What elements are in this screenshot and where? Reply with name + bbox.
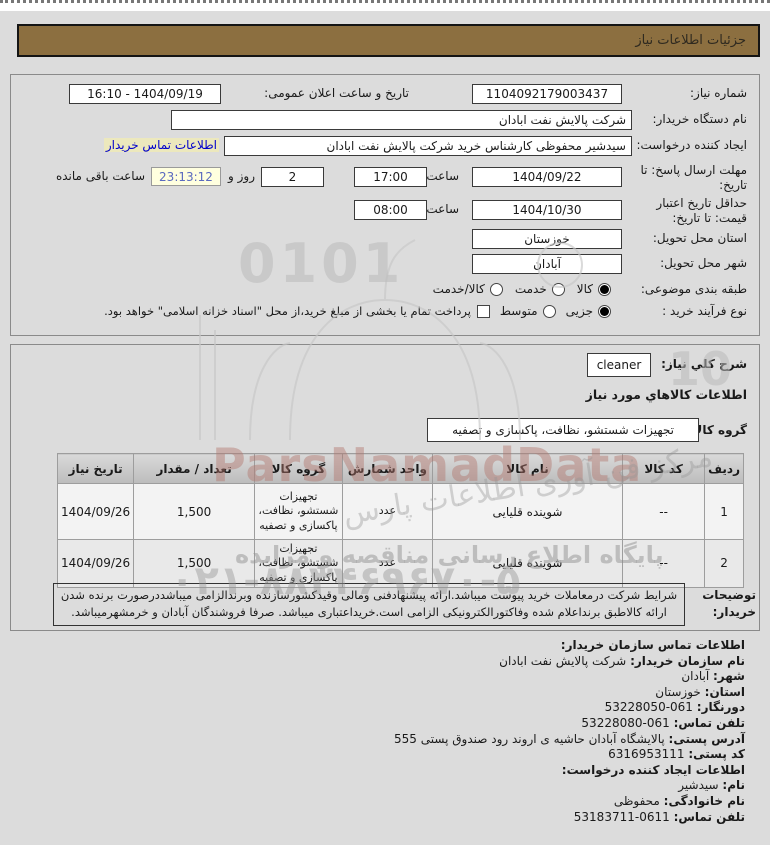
cell-code: -- — [622, 483, 706, 540]
contact-line-province: استان: خوزستان — [655, 684, 745, 699]
cell-group: تجهیزات شستشو، نظافت، پاکسازی و تصفیه — [253, 483, 343, 540]
contact-line-postal: کد پستی: 6316953111 — [608, 747, 745, 762]
delivery-province-field[interactable]: خوزستان — [472, 229, 622, 249]
items-table: ردیف کد کالا نام کالا واحد شمارش گروه کا… — [56, 453, 744, 588]
request-creator-label: ایجاد کننده درخواست: — [636, 138, 747, 152]
process-options: جزیی متوسط پرداخت تمام یا بخشی از مبلغ خ… — [27, 302, 611, 320]
days-and-label: روز و — [228, 169, 255, 183]
option-goods: کالا — [577, 282, 611, 296]
classification-label: طبقه بندی موضوعی: — [640, 282, 747, 296]
creator-contact-header: اطلاعات ایجاد کننده درخواست: — [561, 762, 745, 777]
cell-row: 1 — [704, 483, 744, 540]
col-date: تاریخ نیاز — [56, 453, 135, 484]
cell-name: شوینده قلیایی — [431, 539, 624, 588]
delivery-province-label: استان محل تحویل: — [652, 231, 747, 245]
goods-radio[interactable] — [598, 282, 611, 296]
table-row: 2 -- شوینده قلیایی عدد تجهیزات شستشو، نظ… — [56, 539, 744, 588]
contact-line-firstname: نام: سیدشیر — [678, 778, 745, 793]
deadline-date-field[interactable]: 1404/09/22 — [472, 167, 622, 187]
cell-qty: 1,500 — [133, 483, 255, 540]
price-validity-label: حداقل تاریخ اعتبار قیمت: تا تاریخ: — [656, 196, 747, 225]
delivery-city-field[interactable]: آبادان — [472, 254, 622, 274]
table-row: 1 -- شوینده قلیایی عدد تجهیزات شستشو، نظ… — [56, 483, 744, 540]
org-contact-header: اطلاعات تماس سازمان خریدار: — [560, 638, 745, 652]
page-title: جزئیات اطلاعات نیاز — [635, 33, 746, 48]
process-type-label: نوع فرآیند خرید : — [662, 304, 747, 318]
col-unit: واحد شمارش — [341, 453, 433, 484]
col-name: نام کالا — [431, 453, 624, 484]
request-info-panel: شماره نیاز: 1104092179003437 تاریخ و ساع… — [10, 74, 760, 336]
cell-name: شوینده قلیایی — [431, 483, 624, 540]
need-number-label: شماره نیاز: — [690, 86, 747, 100]
need-number-field[interactable]: 1104092179003437 — [472, 84, 622, 104]
option-minor: جزیی — [566, 304, 611, 318]
contact-line-org: نام سازمان خریدار: شرکت پالایش نفت ابادا… — [499, 653, 745, 668]
buyer-notes-label: توضیحات خریدار: — [702, 588, 756, 620]
contact-line-lastname: نام خانوادگی: محفوظی — [613, 793, 745, 808]
top-strip — [0, 0, 770, 11]
goods-radio-label: کالا — [576, 282, 593, 296]
goods-service-radio[interactable] — [489, 282, 503, 296]
classification-options: کالا خدمت کالا/خدمت — [433, 280, 611, 298]
contact-info-block: اطلاعات تماس سازمان خریدار: نام سازمان خ… — [25, 638, 745, 825]
cell-group: تجهیزات شستشو، نظافت، پاکسازی و تصفیه — [253, 539, 343, 588]
col-group: گروه کالا — [253, 453, 343, 484]
service-radio-label: خدمت — [514, 282, 547, 296]
announce-datetime-field[interactable]: 16:10 - 1404/09/19 — [69, 84, 221, 104]
remaining-days-field[interactable]: 2 — [261, 167, 324, 187]
buyer-org-field[interactable]: شرکت پالایش نفت ابادان — [171, 110, 632, 130]
deadline-time-field[interactable]: 17:00 — [354, 167, 427, 187]
buyer-notes-text: شرایط شرکت درمعاملات خرید پیوست میباشد.ا… — [53, 583, 685, 626]
items-section-header: اطلاعات کالاهاي مورد نیاز — [585, 387, 747, 402]
announce-datetime-label: تاریخ و ساعت اعلان عمومی: — [264, 86, 409, 100]
request-creator-field[interactable]: سیدشیر محفوظی کارشناس خرید شرکت پالایش ن… — [224, 136, 632, 156]
validity-time-field[interactable]: 08:00 — [354, 200, 427, 220]
treasury-option: پرداخت تمام یا بخشی از مبلغ خرید،از محل … — [104, 304, 490, 318]
page-title-bar: جزئیات اطلاعات نیاز — [17, 24, 760, 57]
service-radio[interactable] — [551, 282, 565, 296]
validity-date-field[interactable]: 1404/10/30 — [472, 200, 622, 220]
contact-line-address: آدرس پستی: پالایشگاه آبادان حاشیه ی ارون… — [394, 731, 745, 746]
need-desc-field[interactable]: cleaner — [587, 353, 651, 377]
option-service: خدمت — [515, 282, 565, 296]
cell-code: -- — [622, 539, 706, 588]
cell-date: 1404/09/26 — [56, 539, 135, 588]
buyer-org-label: نام دستگاه خریدار: — [652, 112, 748, 126]
goods-service-radio-label: کالا/خدمت — [432, 282, 485, 296]
validity-hour-label: ساعت — [426, 202, 459, 216]
medium-radio[interactable] — [542, 304, 556, 318]
col-qty: تعداد / مقدار — [133, 453, 255, 484]
items-table-header-row: ردیف کد کالا نام کالا واحد شمارش گروه کا… — [56, 453, 744, 484]
option-medium: متوسط — [500, 304, 556, 318]
need-items-panel: شرح کلي نیاز: cleaner اطلاعات کالاهاي مو… — [10, 344, 760, 631]
cell-date: 1404/09/26 — [56, 483, 135, 540]
hours-remaining-label: ساعت باقی مانده — [55, 169, 145, 183]
medium-radio-label: متوسط — [499, 304, 538, 318]
reply-deadline-label: مهلت ارسال پاسخ: تا تاریخ: — [640, 163, 747, 192]
treasury-checkbox[interactable] — [476, 304, 490, 318]
cell-qty: 1,500 — [133, 539, 255, 588]
contact-line-city: شهر: آبادان — [681, 669, 745, 684]
need-desc-label: شرح کلي نیاز: — [661, 357, 747, 371]
deadline-hour-label: ساعت — [426, 169, 459, 183]
minor-radio-label: جزیی — [565, 304, 593, 318]
countdown-timer: 23:13:12 — [151, 167, 221, 186]
goods-group-label: گروه کالا: — [688, 423, 747, 437]
col-code: کد کالا — [622, 453, 706, 484]
cell-row: 2 — [704, 539, 744, 588]
option-goods-service: کالا/خدمت — [433, 282, 503, 296]
cell-unit: عدد — [341, 539, 433, 588]
col-row: ردیف — [704, 453, 744, 484]
treasury-checkbox-label: پرداخت تمام یا بخشی از مبلغ خرید،از محل … — [104, 304, 471, 318]
cell-unit: عدد — [341, 483, 433, 540]
delivery-city-label: شهر محل تحویل: — [660, 256, 747, 270]
goods-group-field[interactable]: تجهیزات شستشو، نظافت، پاکسازی و تصفیه — [427, 418, 699, 442]
contact-line-creator-phone: تلفن تماس: 53183711-0611 — [573, 809, 745, 824]
minor-radio[interactable] — [598, 304, 611, 318]
buyer-contact-link[interactable]: اطلاعات تماس خریدار — [103, 138, 219, 152]
contact-line-phone: تلفن تماس: 53228080-061 — [581, 715, 745, 730]
contact-line-fax: دورنگار: 53228050-061 — [604, 700, 745, 715]
